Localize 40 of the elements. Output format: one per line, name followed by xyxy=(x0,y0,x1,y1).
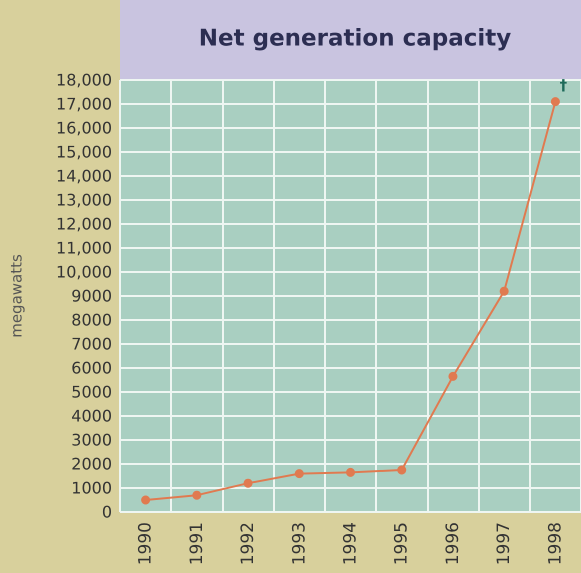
point xyxy=(141,496,150,504)
point xyxy=(294,469,304,478)
point xyxy=(397,466,406,474)
chart-title: Net generation capacity xyxy=(198,26,512,52)
y-tick-label: 0 xyxy=(102,502,112,522)
y-tick-label: 1000 xyxy=(71,478,112,498)
y-tick-label: 13,000 xyxy=(56,190,112,210)
point xyxy=(448,372,458,381)
x-tick-label: 1998 xyxy=(545,522,566,566)
y-tick-label: 5000 xyxy=(71,382,112,402)
point xyxy=(244,478,253,488)
x-tick-label: 1990 xyxy=(136,522,156,566)
x-tick-label: 1993 xyxy=(289,522,310,566)
y-tick-label: 10,000 xyxy=(56,262,112,282)
point xyxy=(550,97,560,106)
y-tick-label: 9000 xyxy=(71,286,112,306)
annotation: † xyxy=(560,76,568,94)
point xyxy=(500,286,509,296)
x-tick-label: 1994 xyxy=(340,522,360,566)
y-tick-label: 14,000 xyxy=(56,166,112,186)
x-tick-label: 1991 xyxy=(186,522,207,566)
point xyxy=(346,468,355,477)
y-tick-label: 17,000 xyxy=(56,94,112,114)
x-tick-label: 1992 xyxy=(238,522,258,566)
y-tick-label: 7000 xyxy=(71,334,112,354)
y-tick-label: 3000 xyxy=(71,430,112,450)
x-tick-label: 1995 xyxy=(392,522,412,566)
y-tick-label: 12,000 xyxy=(56,214,112,234)
x-tick-label: 1996 xyxy=(442,522,463,566)
y-tick-label: 4000 xyxy=(71,406,112,426)
y-tick-label: 6000 xyxy=(71,358,112,378)
y-axis-title: megawatts xyxy=(8,254,26,338)
y-tick-label: 18,000 xyxy=(56,70,112,90)
y-tick-label: 16,000 xyxy=(56,118,112,138)
y-tick-label: 2000 xyxy=(71,454,112,474)
y-tick-label: 15,000 xyxy=(56,142,112,162)
y-tick-label: 8000 xyxy=(71,310,112,330)
x-tick-label: 1997 xyxy=(494,522,514,566)
y-tick-label: 11,000 xyxy=(56,238,112,258)
point xyxy=(192,490,202,500)
